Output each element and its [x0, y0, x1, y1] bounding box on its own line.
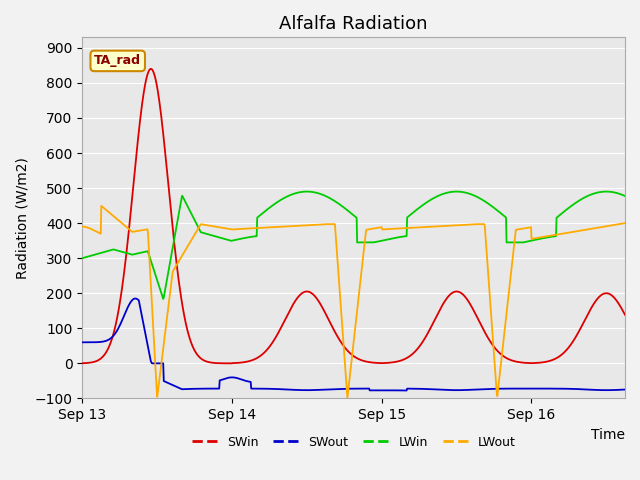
Text: TA_rad: TA_rad [94, 54, 141, 67]
Legend: SWin, SWout, LWin, LWout: SWin, SWout, LWin, LWout [187, 431, 520, 454]
Title: Alfalfa Radiation: Alfalfa Radiation [280, 15, 428, 33]
X-axis label: Time: Time [591, 428, 625, 442]
Y-axis label: Radiation (W/m2): Radiation (W/m2) [15, 157, 29, 279]
